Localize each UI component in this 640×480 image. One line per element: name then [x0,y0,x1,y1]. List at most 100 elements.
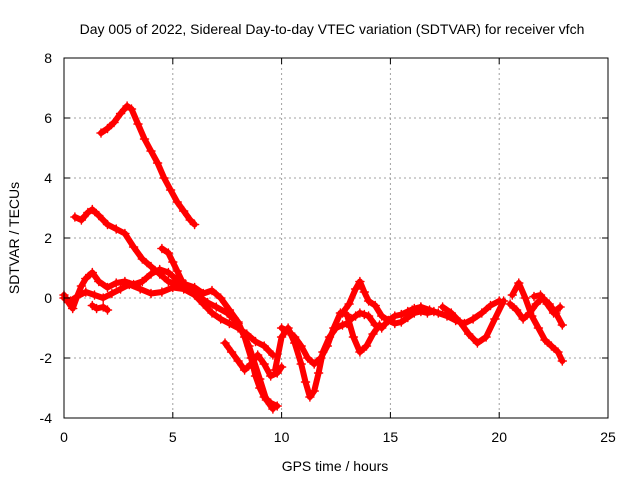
y-tick-label: 4 [44,170,52,186]
data-point [102,123,113,134]
data-point [355,276,365,287]
x-axis-label: GPS time / hours [282,458,389,474]
data-point [309,386,319,396]
data-point [107,288,117,299]
data-point [189,219,200,230]
data-point [159,173,169,183]
data-point [468,314,478,324]
data-point [259,341,269,351]
data-point [289,332,300,342]
data-point [529,291,539,302]
y-tick-label: 6 [44,110,52,126]
data-point [220,338,230,348]
data-point [98,293,108,303]
data-point [126,104,137,114]
data-point [370,300,380,311]
data-point [555,302,565,312]
data-point [259,392,269,402]
data-series [220,338,287,381]
data-point [350,284,361,294]
data-point [152,158,163,168]
data-point [446,308,457,318]
ticks [63,57,609,419]
data-point [176,275,187,285]
data-point [76,215,87,225]
data-point [477,308,487,318]
data-point [374,320,385,330]
data-point [533,323,544,333]
data-point [498,296,509,306]
data-point [109,117,119,128]
data-point [172,266,182,276]
y-tick-label: 8 [44,50,52,66]
data-point [455,317,465,327]
data-point [137,276,148,287]
data-point [168,257,178,267]
series-trail [278,310,383,367]
data-point [359,287,370,297]
data-point [316,353,326,363]
data-point [548,308,559,318]
y-tick-label: 0 [44,290,52,306]
data-point [546,341,557,351]
data-series [157,243,187,285]
data-point [185,215,195,225]
data-point [553,347,563,357]
data-point [463,329,474,339]
data-point [146,269,156,279]
data-point [433,308,444,318]
data-point [396,309,407,320]
data-point [70,212,80,222]
series-trail [222,340,285,379]
data-point [115,108,126,119]
data-point [376,311,387,321]
data-point [283,326,293,336]
data-point [115,284,126,294]
data-point [390,318,400,329]
data-point [111,278,121,288]
data-point [94,210,104,221]
data-point [514,278,524,288]
data-point [102,305,113,315]
data-point [437,302,448,312]
data-point [246,359,256,369]
data-point [91,303,102,314]
data-point [296,341,306,351]
data-point [96,128,106,138]
data-point [211,302,222,312]
data-point [252,350,263,360]
data-point [322,341,333,351]
data-point [128,242,139,252]
data-point [87,204,98,215]
data-point [355,347,365,357]
data-point [133,119,143,129]
data-point [337,320,348,330]
data-point [207,285,217,296]
data-point [511,305,522,315]
data-point [215,314,226,324]
data-point [359,309,370,320]
data-point [255,383,265,393]
data-point [111,224,121,234]
data-point [233,356,243,366]
x-tick-label: 15 [383,429,399,445]
data-point [72,291,82,302]
data-point [76,281,87,291]
data-point [65,296,76,306]
data-series [437,296,509,348]
data-series [276,308,385,369]
data-point [396,317,407,327]
data-point [224,305,235,315]
data-series [96,101,200,230]
data-point [224,318,235,329]
data-point [163,267,174,278]
data-point [89,290,100,300]
data-point [163,276,174,287]
data-point [485,300,496,311]
data-point [313,368,324,378]
data-point [540,335,550,345]
data-point [165,185,176,195]
data-point [472,338,483,348]
data-point [207,308,217,318]
